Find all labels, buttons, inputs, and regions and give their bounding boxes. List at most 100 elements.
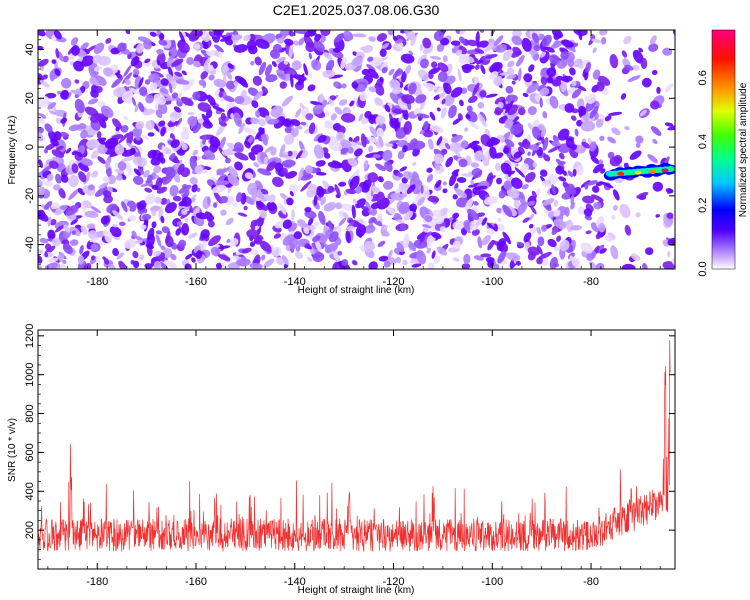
spectrogram-noise-blob <box>225 71 233 80</box>
spectrogram-noise-blob <box>249 262 263 269</box>
spectrogram-noise-blob <box>191 257 196 263</box>
spectrogram-noise-blob <box>357 84 366 93</box>
spectrogram-noise-blob <box>470 179 475 186</box>
spectrogram-noise-blob <box>153 165 162 174</box>
spectrogram-noise-blob <box>290 127 300 138</box>
spectrogram-noise-blob <box>515 260 521 266</box>
spectrogram-noise-blob <box>132 250 139 259</box>
spectrogram-noise-blob <box>195 212 209 220</box>
spectrogram-noise-blob <box>44 243 52 251</box>
spectrogram-noise-blob <box>416 113 430 119</box>
spectrogram-noise-blob <box>570 201 575 210</box>
spectrogram-noise-blob <box>276 56 286 63</box>
spectrogram-noise-blob <box>284 126 292 134</box>
spectrogram-noise-blob <box>549 256 558 269</box>
spectrogram-noise-blob <box>71 150 78 156</box>
spectrogram-noise-blob <box>542 111 548 119</box>
spectrogram-noise-blob <box>365 201 373 215</box>
spectrogram-noise-blob <box>512 116 520 123</box>
spectrogram-y-tick-label: 20 <box>24 92 36 104</box>
spectrogram-noise-blob <box>77 151 83 157</box>
spectrogram-noise-blob <box>360 133 367 148</box>
spectrogram-noise-blob <box>433 255 441 264</box>
spectrogram-noise-blob <box>144 58 151 64</box>
spectrogram-noise-blob <box>225 217 234 226</box>
spectrogram-noise-blob <box>271 61 277 67</box>
spectrogram-noise-blob <box>356 218 367 225</box>
spectrogram-noise-blob <box>226 238 231 243</box>
spectrogram-noise-blob <box>364 243 373 253</box>
spectrogram-noise-blob <box>562 170 567 176</box>
spectrogram-noise-blob <box>116 252 124 260</box>
spectrogram-noise-blob <box>254 127 265 140</box>
spectrogram-noise-blob <box>461 173 474 177</box>
spectrogram-noise-blob <box>507 170 516 176</box>
spectrogram-noise-blob <box>499 145 504 153</box>
spectrogram-noise-blob <box>160 215 165 224</box>
spectrogram-noise-blob <box>341 259 349 266</box>
spectrogram-noise-blob <box>194 165 204 175</box>
signal-feature-peak <box>617 171 625 176</box>
spectrogram-noise-blob <box>68 188 80 201</box>
spectrogram-noise-blob <box>558 176 567 182</box>
spectrogram-noise-blob <box>451 137 457 144</box>
spectrogram-noise-blob <box>609 54 619 69</box>
spectrogram-noise-blob <box>65 204 79 216</box>
spectrogram-noise-blob <box>86 223 96 229</box>
spectrogram-noise-blob <box>439 226 447 233</box>
spectrogram-noise-blob <box>402 107 409 120</box>
spectrogram-noise-blob <box>553 246 560 252</box>
spectrogram-noise-blob <box>282 151 289 156</box>
spectrogram-noise-blob <box>598 159 604 165</box>
spectrogram-noise-blob <box>441 98 446 105</box>
spectrogram-noise-blob <box>98 101 106 108</box>
chart-title: C2E1.2025.037.08.06.G30 <box>273 2 440 18</box>
spectrogram-noise-blob <box>374 97 383 106</box>
spectrogram-noise-blob <box>650 126 662 136</box>
spectrogram-noise-blob <box>210 246 221 257</box>
spectrogram-noise-blob <box>192 149 199 156</box>
spectrogram-noise-blob <box>367 56 374 62</box>
spectrogram-noise-blob <box>50 138 59 147</box>
spectrogram-noise-blob <box>244 172 254 180</box>
spectrogram-noise-blob <box>320 196 327 206</box>
spectrogram-noise-blob <box>289 73 294 88</box>
spectrogram-noise-blob <box>38 58 49 67</box>
spectrogram-noise-blob <box>368 36 376 42</box>
spectrogram-noise-blob <box>494 162 501 172</box>
colorbar-tick-label: 0.4 <box>697 134 709 149</box>
spectrogram-noise-blob <box>540 76 548 86</box>
spectrogram-noise-blob <box>142 134 149 141</box>
spectrogram-noise-blob <box>146 174 153 184</box>
spectrogram-noise-blob <box>524 171 536 183</box>
spectrogram-noise-blob <box>664 156 670 164</box>
spectrogram-noise-blob <box>124 78 131 86</box>
spectrogram-noise-blob <box>42 74 48 80</box>
spectrogram-noise-blob <box>468 121 480 130</box>
spectrogram-noise-blob <box>497 101 504 109</box>
spectrogram-noise-blob <box>279 81 287 89</box>
spectrogram-noise-blob <box>149 82 158 91</box>
spectrogram-noise-blob <box>387 30 395 36</box>
spectrogram-noise-blob <box>282 118 292 128</box>
spectrogram-noise-blob <box>303 63 308 76</box>
spectrogram-noise-blob <box>532 162 538 168</box>
spectrogram-noise-blob <box>656 86 661 94</box>
spectrogram-noise-blob <box>54 131 62 141</box>
spectrogram-noise-blob <box>369 126 378 138</box>
spectrogram-noise-blob <box>495 75 503 84</box>
snr-y-axis-label: SNR (10 * v/v) <box>7 418 18 482</box>
spectrogram-noise-blob <box>237 212 248 217</box>
spectrogram-noise-blob <box>332 47 341 53</box>
spectrogram-noise-blob <box>324 242 338 254</box>
spectrogram-noise-blob <box>155 234 162 247</box>
spectrogram-noise-blob <box>206 214 215 222</box>
spectrogram-noise-blob <box>440 107 447 119</box>
spectrogram-noise-blob <box>190 116 198 129</box>
spectrogram-noise-blob <box>480 253 492 258</box>
spectrogram-noise-blob <box>598 223 606 233</box>
spectrogram-noise-blob <box>536 257 543 265</box>
spectrogram-noise-blob <box>253 90 264 101</box>
spectrogram-noise-blob <box>42 179 53 187</box>
spectrogram-noise-blob <box>389 92 400 104</box>
